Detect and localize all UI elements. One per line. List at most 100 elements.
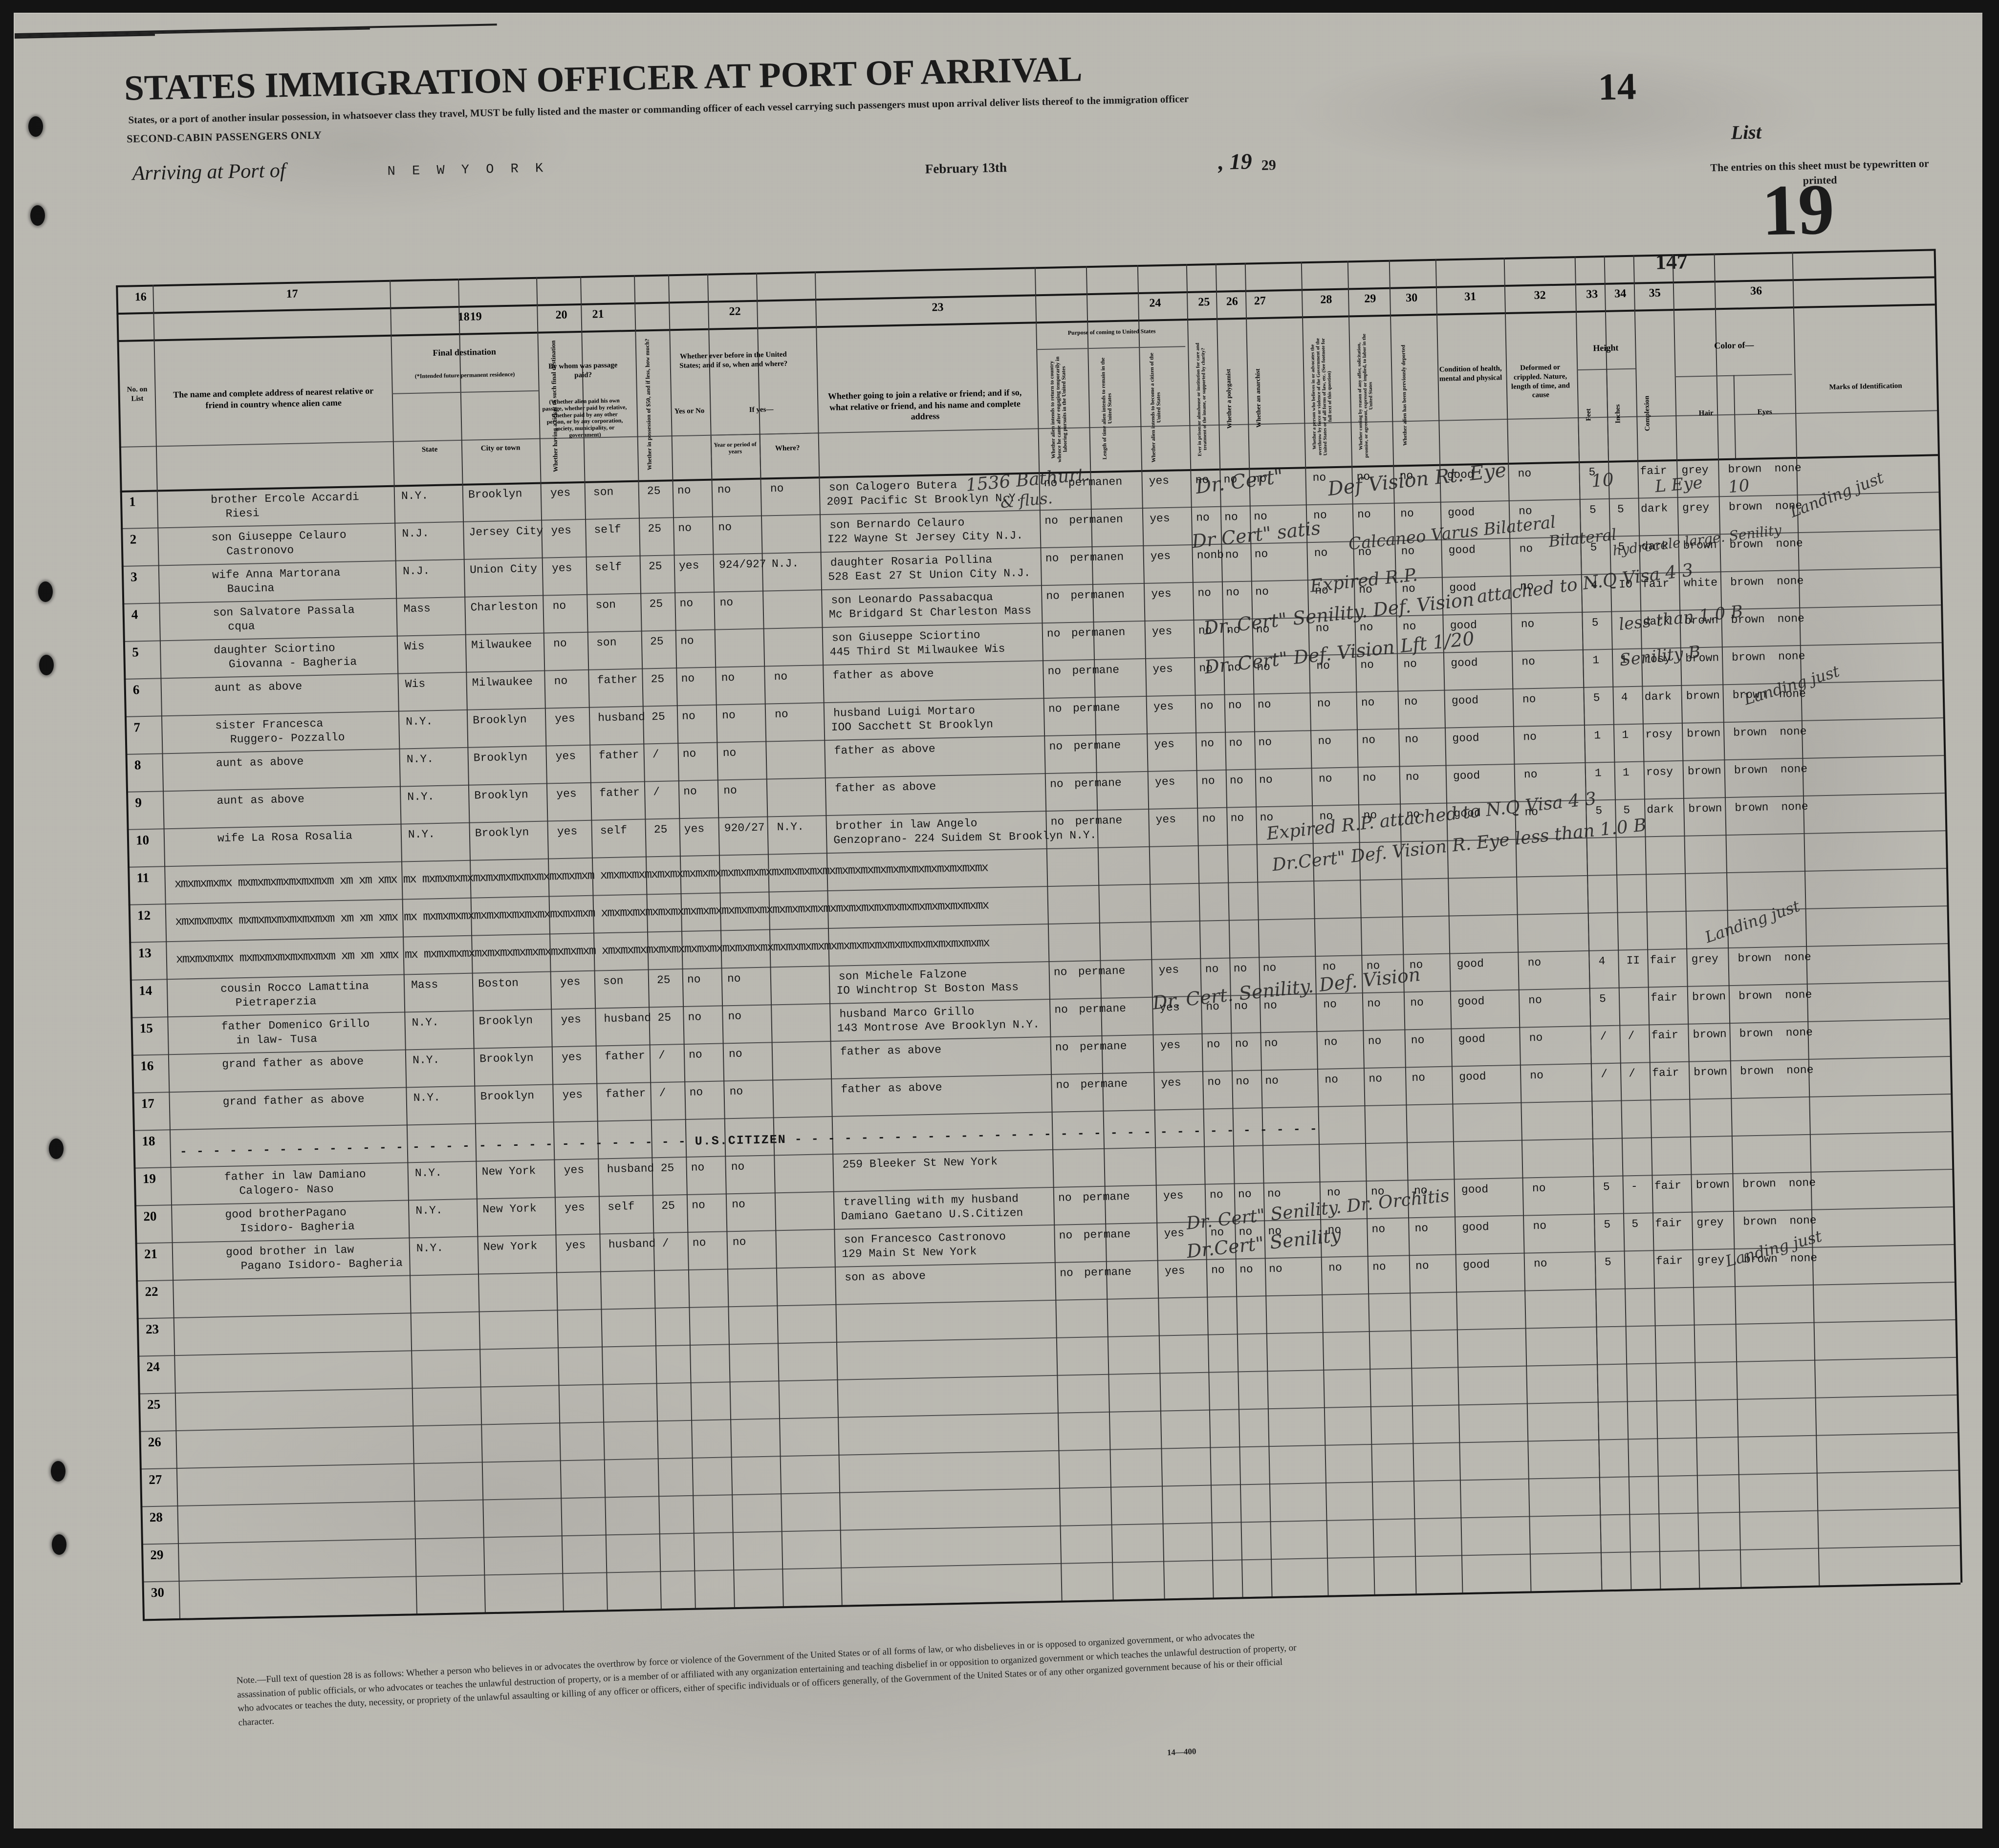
cell-purpose-citizen: yes xyxy=(1153,700,1174,713)
cell-passage-paid-by: self xyxy=(600,824,628,838)
table-column-divider xyxy=(1086,266,1114,1600)
cell-purpose-length: permane xyxy=(1083,1227,1131,1242)
form-number: 14—400 xyxy=(1167,1746,1196,1758)
table-column-divider xyxy=(1389,259,1417,1594)
table-column-divider xyxy=(1733,375,1736,458)
cell-join-relative: son Giuseppe Sciortino xyxy=(831,628,980,645)
cell-ever-before-years: no xyxy=(721,671,735,685)
punch-hole xyxy=(49,1139,64,1159)
column-header-height: Height xyxy=(1593,343,1619,353)
cell-dest-city: Union City xyxy=(469,562,538,577)
cell-dest-state: N.Y. xyxy=(414,1166,442,1180)
cell-has-ticket: yes xyxy=(565,1201,585,1214)
cell-deformed-crippled: no xyxy=(1530,1069,1544,1082)
table-column-divider xyxy=(536,277,564,1611)
cell-purpose-citizen: yes xyxy=(1154,737,1175,751)
cell-ever-before-years: no xyxy=(731,1198,746,1211)
cell-eye-color: brown xyxy=(1735,801,1769,815)
cell-complexion: dark xyxy=(1644,690,1672,704)
cell-dest-state: N.Y. xyxy=(413,1091,441,1105)
cell-eye-color: brown xyxy=(1742,1177,1777,1191)
cell-ever-before-years: no xyxy=(729,1085,743,1098)
cell-anarchist: no xyxy=(1268,1262,1282,1276)
cell-nearest-relative-line2: Baucina xyxy=(227,581,275,596)
cell-anarchist: no xyxy=(1257,698,1271,711)
cell-condition-health: good xyxy=(1451,656,1478,670)
column-number-21: 21 xyxy=(592,308,604,321)
cell-ever-before-years: no xyxy=(718,520,732,534)
cell-marks-identification: none xyxy=(1777,612,1805,625)
column-header-inches: Inches xyxy=(1614,404,1622,424)
cell-polygamist: no xyxy=(1239,1263,1253,1276)
cell-ever-before-yn: no xyxy=(692,1236,706,1249)
cell-purpose-citizen: yes xyxy=(1149,474,1170,488)
cell-height-inches: 5 xyxy=(1623,804,1630,817)
cell-purpose-length: permane xyxy=(1082,1190,1130,1204)
column-header-complexion: Complexion xyxy=(1643,395,1651,431)
cell-ever-before-where: no xyxy=(770,482,784,495)
cell-possession-50: 25 xyxy=(656,973,671,987)
table-column-divider xyxy=(1215,263,1243,1597)
cell-marks-identification: none xyxy=(1790,1251,1818,1265)
row-number: 18 xyxy=(142,1133,155,1149)
manifest-form: STATES IMMIGRATION OFFICER AT PORT OF AR… xyxy=(15,14,1983,1829)
column-header-if-yes: If yes— xyxy=(749,406,774,414)
sheet-number: 19 xyxy=(1761,169,1835,251)
handwritten-annotation: 10 xyxy=(1590,470,1615,492)
frame-bottom xyxy=(0,1828,1999,1848)
cell-condition-health: good xyxy=(1448,543,1476,557)
cell-ever-before-where: N.Y. xyxy=(777,820,804,834)
column-number-32: 32 xyxy=(1534,289,1546,302)
cell-join-relative: son as above xyxy=(845,1269,926,1284)
table-column-divider xyxy=(390,279,417,1614)
cell-nearest-relative: son Giuseppe Celauro xyxy=(211,528,347,544)
cell-previously-deported: no xyxy=(1410,996,1424,1010)
cell-hair-color: brown xyxy=(1693,1028,1727,1041)
cell-nearest-relative: father in law Damiano xyxy=(224,1168,366,1183)
table-column-divider xyxy=(1792,252,1820,1586)
cell-polygamist: no xyxy=(1235,1037,1249,1051)
cell-previously-deported: no xyxy=(1404,695,1418,709)
cell-has-ticket: yes xyxy=(565,1239,586,1252)
cell-passage-paid-by: son xyxy=(595,598,616,612)
cell-height-feet: 4 xyxy=(1598,955,1606,968)
row-number: 16 xyxy=(140,1058,154,1074)
cell-has-ticket: no xyxy=(553,637,567,650)
cell-purpose-length: permane xyxy=(1084,1265,1132,1279)
cell-dest-city: Charleston xyxy=(470,600,538,614)
cell-condition-health: good xyxy=(1453,769,1480,783)
cell-nearest-relative: father Domenico Grillo xyxy=(221,1017,370,1033)
cell-anarchist: no xyxy=(1260,811,1274,824)
row-number: 8 xyxy=(134,757,141,773)
cell-prison-almshouse: no xyxy=(1207,1075,1221,1089)
cell-possession-50: 25 xyxy=(649,597,663,611)
cell-eye-color: brown xyxy=(1731,650,1766,664)
cell-nearest-relative: sister Francesca xyxy=(215,717,324,732)
table-column-divider xyxy=(1435,258,1463,1593)
cell-anarchist: no xyxy=(1258,735,1272,749)
cell-hair-color: grey xyxy=(1696,1216,1724,1229)
cell-purpose-citizen: yes xyxy=(1164,1264,1185,1278)
row-number: 27 xyxy=(148,1472,162,1487)
table-column-divider xyxy=(1606,368,1609,461)
row-number: 7 xyxy=(133,719,141,735)
cell-join-relative-line2: Damiano Gaetano U.S.Citizen xyxy=(841,1206,1023,1223)
cell-condition-health: good xyxy=(1462,1258,1490,1272)
cell-height-feet: 5 xyxy=(1599,992,1607,1006)
cell-passage-paid-by: father xyxy=(597,673,638,687)
cell-anarchist: no xyxy=(1255,585,1269,599)
frame-top xyxy=(0,0,1999,13)
cell-nearest-relative-line2: Giovanna - Bagheria xyxy=(228,655,357,671)
cell-hair-color: brown xyxy=(1687,727,1721,740)
cell-purpose-citizen: yes xyxy=(1150,549,1171,563)
column-header-feet: Feet xyxy=(1585,408,1593,421)
cell-previously-deported: no xyxy=(1400,507,1414,520)
cell-purpose-length: permanen xyxy=(1069,550,1124,564)
cell-ever-before-where: N.J. xyxy=(771,557,799,571)
cell-dest-city: Brooklyn xyxy=(473,751,528,765)
cell-complexion: rosy xyxy=(1645,728,1673,741)
cell-dest-state: N.Y. xyxy=(412,1016,439,1030)
cell-passage-paid-by: father xyxy=(599,786,640,800)
cell-purpose-length: permane xyxy=(1080,1077,1128,1091)
